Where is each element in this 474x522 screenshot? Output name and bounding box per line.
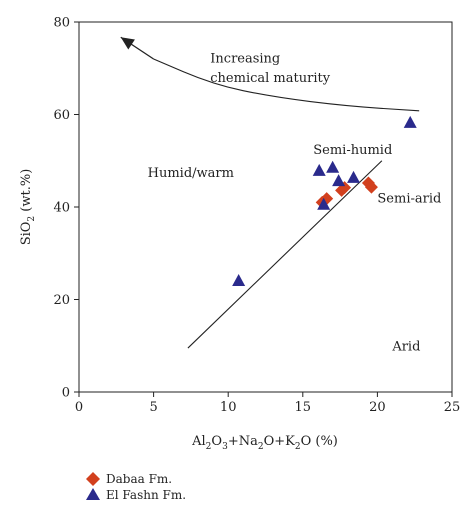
annotations: Increasing chemical maturity Semi-humid Hum… <box>148 52 442 355</box>
x-tick-label: 5 <box>149 400 157 415</box>
data-points <box>232 115 417 286</box>
diamond-marker-icon <box>86 472 100 486</box>
annotation-humid-warm: Humid/warm <box>148 166 234 181</box>
axes-ticks: 0 5 10 15 20 25 0 20 40 60 80 <box>53 16 460 416</box>
legend-item-dabaa: Dabaa Fm. <box>86 472 172 486</box>
annotation-increasing: Increasing <box>210 52 280 67</box>
legend-item-el-fashn: El Fashn Fm. <box>86 488 186 502</box>
y-tick-label: 60 <box>53 108 70 123</box>
x-tick-label: 10 <box>220 400 237 415</box>
y-tick-label: 20 <box>53 293 70 308</box>
x-tick-label: 20 <box>369 400 386 415</box>
trend-line <box>187 160 383 349</box>
y-tick-label: 40 <box>53 201 70 216</box>
x-tick-label: 15 <box>295 400 312 415</box>
reference-lines <box>120 36 420 349</box>
x-axis-label: Al2O3+Na2O+K2O (%) <box>191 434 338 452</box>
y-tick-label: 80 <box>53 16 70 31</box>
arrow-head-icon <box>120 37 135 50</box>
legend: Dabaa Fm. El Fashn Fm. <box>86 472 186 502</box>
x-tick-label: 25 <box>444 400 461 415</box>
el-fashn-point <box>312 163 326 176</box>
el-fashn-point <box>347 170 361 183</box>
dabaa-point <box>364 180 378 194</box>
annotation-arid: Arid <box>391 339 420 354</box>
el-fashn-point <box>232 274 246 286</box>
y-axis-label: SiO2 (wt.%) <box>19 169 37 246</box>
legend-label-el-fashn: El Fashn Fm. <box>106 488 186 502</box>
el-fashn-point <box>317 197 331 210</box>
el-fashn-point <box>403 115 417 128</box>
annotation-semi-humid: Semi-humid <box>313 143 392 158</box>
legend-label-dabaa: Dabaa Fm. <box>106 472 172 486</box>
annotation-maturity: chemical maturity <box>210 71 330 86</box>
annotation-semi-arid: Semi-arid <box>377 191 441 206</box>
triangle-marker-icon <box>86 488 100 500</box>
maturity-curve <box>153 58 420 112</box>
y-tick-label: 0 <box>62 386 70 401</box>
el-fashn-point <box>332 174 346 187</box>
el-fashn-point <box>326 160 340 173</box>
x-tick-label: 0 <box>75 400 83 415</box>
